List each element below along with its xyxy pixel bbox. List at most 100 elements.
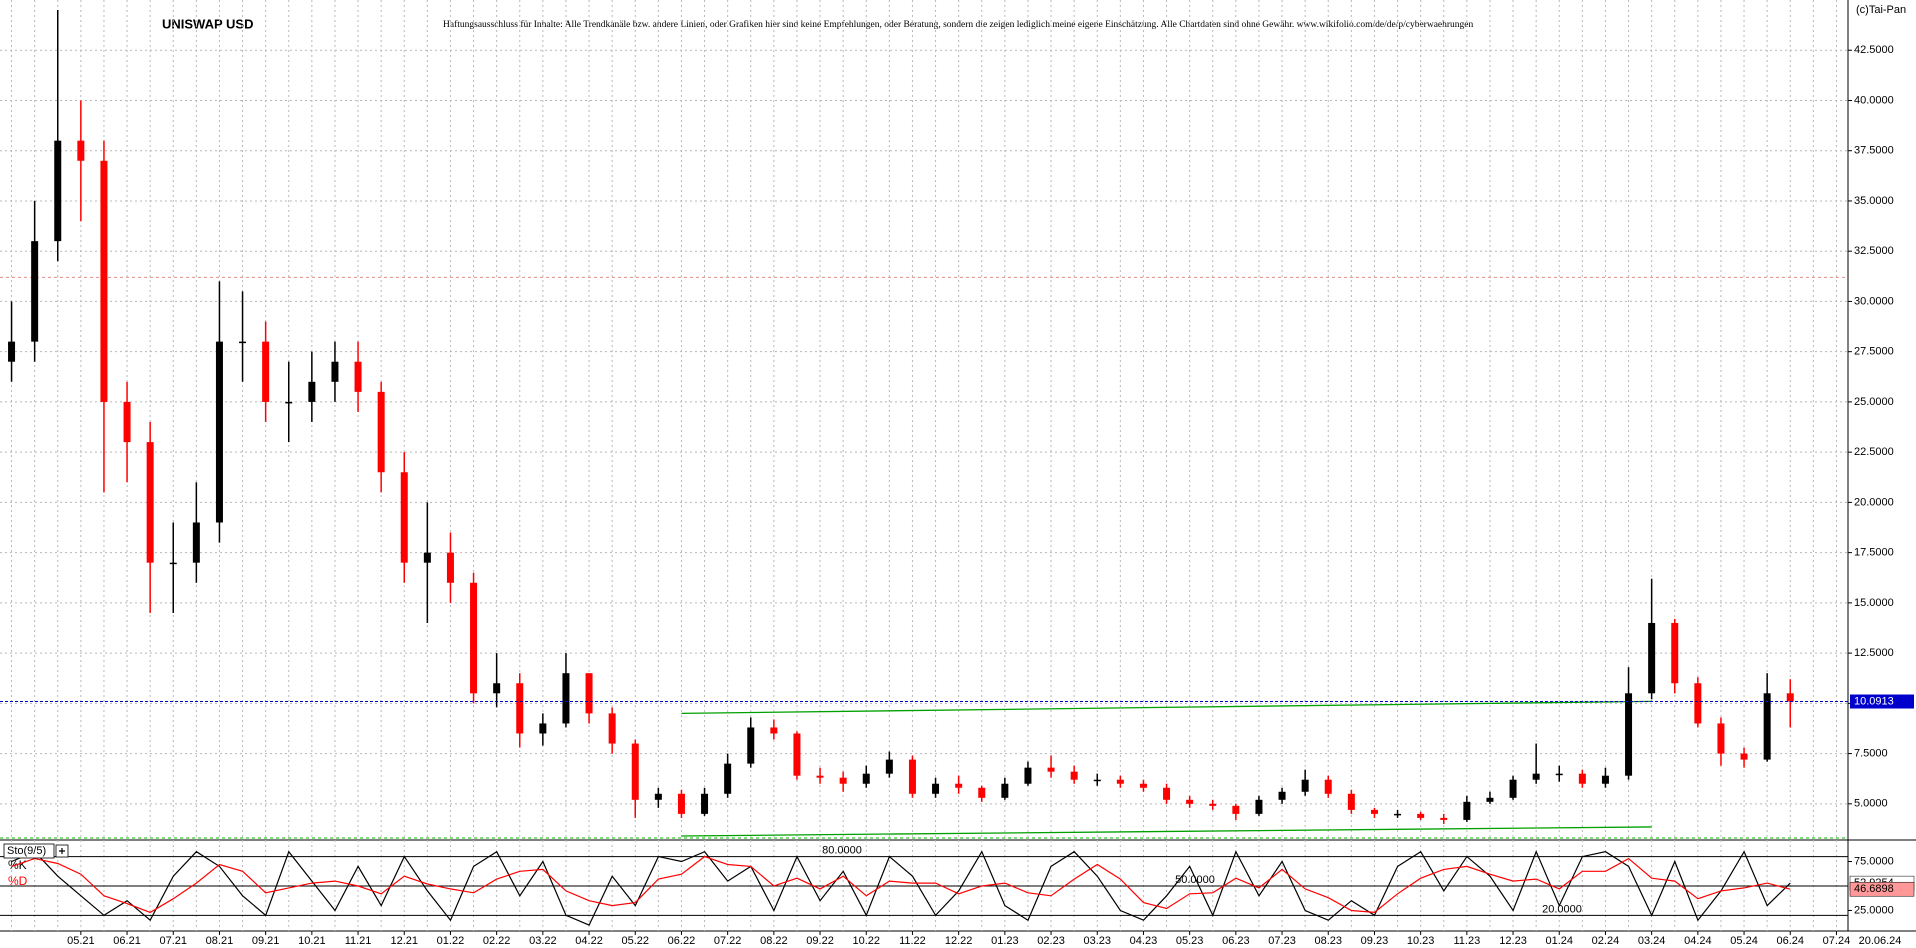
x-tick-label: 04.23 — [1130, 935, 1158, 947]
candle-body — [770, 727, 778, 734]
candle-body — [1509, 779, 1517, 798]
candle-body — [677, 793, 685, 814]
x-tick-label: 05.23 — [1176, 935, 1204, 947]
level-label: 50.0000 — [1175, 874, 1215, 886]
candle-body — [1786, 693, 1794, 702]
x-tick-label: 05.21 — [67, 935, 95, 947]
candle-body — [631, 743, 639, 800]
candle-body — [1370, 809, 1378, 814]
candle-body — [1232, 805, 1240, 814]
candle-body — [1324, 779, 1332, 794]
x-tick-label: 08.21 — [206, 935, 234, 947]
panel-title-box — [3, 843, 55, 859]
candle-body — [1763, 693, 1771, 760]
candle-body — [8, 341, 16, 362]
candle-body — [1347, 793, 1355, 810]
candle-body — [54, 140, 62, 242]
candle-body — [1486, 797, 1494, 802]
x-tick-label: 07.24 — [1823, 935, 1851, 947]
candle-body — [1139, 783, 1147, 788]
y-tick-label: 20.0000 — [1854, 496, 1894, 508]
candle-body — [1625, 693, 1633, 776]
candle-body — [262, 341, 270, 402]
candle-body — [1717, 723, 1725, 754]
legend-label: %D — [8, 874, 28, 888]
stochastic-line — [11, 850, 1791, 926]
candle-body — [1278, 791, 1286, 800]
candle-body — [585, 673, 593, 714]
x-tick-label: 10.23 — [1407, 935, 1435, 947]
x-tick-label: 11.23 — [1453, 935, 1480, 947]
candle-body — [908, 759, 916, 794]
x-tick-label: 06.23 — [1222, 935, 1250, 947]
x-tick-label: 03.23 — [1083, 935, 1111, 947]
x-tick-label: 07.23 — [1268, 935, 1296, 947]
candle-body — [31, 241, 39, 342]
y-tick-label: 25.0000 — [1854, 396, 1894, 408]
candle-body — [354, 361, 362, 392]
candle-body — [1671, 622, 1679, 684]
trend-line — [681, 700, 1652, 715]
candle-body — [839, 777, 847, 784]
x-tick-label: 12.23 — [1499, 935, 1527, 947]
x-tick-label: 12.21 — [390, 935, 418, 947]
y-tick-label: 7.5000 — [1854, 747, 1888, 759]
x-tick-label: 03.22 — [529, 935, 557, 947]
candle-body — [793, 733, 801, 776]
x-tick-label: 08.23 — [1314, 935, 1342, 947]
x-tick-label: 01.24 — [1545, 935, 1573, 947]
y-tick-label: 35.0000 — [1854, 195, 1894, 207]
y-tick-label: 30.0000 — [1854, 295, 1894, 307]
candle-body — [1740, 753, 1748, 760]
x-tick-label: 05.24 — [1730, 935, 1758, 947]
value-box — [1849, 881, 1915, 897]
y-tick-label: 37.5000 — [1854, 145, 1894, 157]
candle-body — [862, 773, 870, 784]
candle-body — [1555, 773, 1563, 776]
panel-button-icon — [59, 848, 65, 854]
level-label: 80.0000 — [822, 845, 862, 857]
candle-body — [1186, 799, 1194, 804]
candle-body — [701, 793, 709, 814]
x-tick-label: 09.21 — [252, 935, 280, 947]
x-tick-label: 02.22 — [483, 935, 511, 947]
y-tick-label: 40.0000 — [1854, 94, 1894, 106]
y-tick-label: 42.5000 — [1854, 44, 1894, 56]
value-label: 46.6898 — [1854, 883, 1894, 895]
candle-body — [493, 683, 501, 694]
x-tick-label: 06.21 — [113, 935, 141, 947]
candle-body — [470, 582, 478, 694]
x-tick-label: 11.22 — [899, 935, 926, 947]
candle-body — [724, 763, 732, 794]
candle-body — [123, 401, 131, 443]
level-label: 20.0000 — [1542, 903, 1582, 915]
last-price-label: 10.0913 — [1854, 695, 1894, 707]
candle-body — [747, 727, 755, 764]
y-tick-label: 5.0000 — [1854, 798, 1888, 810]
x-tick-label: 10.22 — [852, 935, 880, 947]
candle-body — [562, 673, 570, 724]
x-tick-label: 01.23 — [991, 935, 1019, 947]
y-tick-label: 12.5000 — [1854, 647, 1894, 659]
candle-body — [932, 783, 940, 794]
candle-body — [1093, 779, 1101, 782]
x-tick-label: 03.24 — [1638, 935, 1666, 947]
y-tick-label: 17.5000 — [1854, 547, 1894, 559]
y-tick-label: 25.0000 — [1854, 904, 1894, 916]
candle-body — [331, 361, 339, 382]
x-tick-label: 08.22 — [760, 935, 788, 947]
candle-body — [1578, 773, 1586, 784]
candle-body — [1394, 813, 1402, 816]
candle-body — [77, 140, 85, 161]
candle-body — [100, 160, 108, 402]
candle-body — [978, 787, 986, 798]
candle-body — [608, 713, 616, 744]
trend-line — [681, 826, 1652, 837]
x-tick-label: 04.24 — [1684, 935, 1712, 947]
candle-body — [1440, 817, 1448, 820]
candle-body — [239, 341, 247, 344]
x-tick-label: 09.22 — [806, 935, 834, 947]
candle-body — [192, 522, 200, 563]
candle-body — [1024, 767, 1032, 784]
candle-body — [955, 783, 963, 788]
